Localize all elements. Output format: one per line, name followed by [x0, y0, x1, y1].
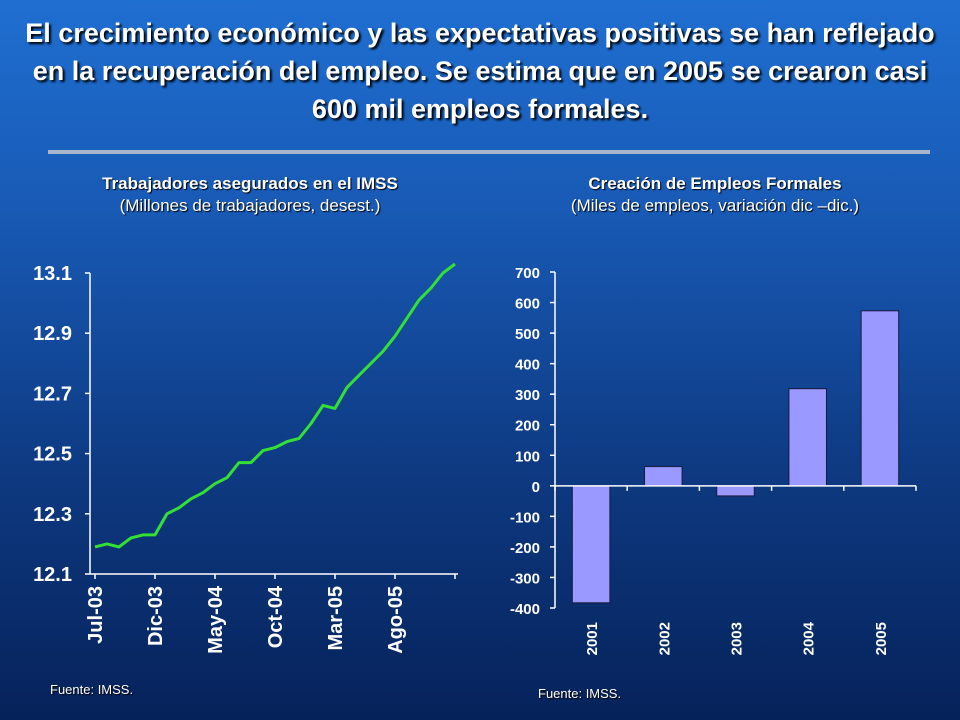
left-chart-heading: Trabajadores asegurados en el IMSS (Mill…: [30, 173, 470, 217]
bar-2001: [571, 485, 611, 604]
y-tick-label: 12.7: [33, 383, 72, 405]
x-tick-label: 2005: [873, 622, 890, 655]
left-chart-source: Fuente: IMSS.: [50, 682, 134, 697]
x-tick-label: Mar-05: [325, 586, 347, 650]
y-tick-label: 12.3: [33, 504, 72, 526]
x-tick-label: 2003: [729, 622, 746, 655]
y-tick-label: 600: [515, 296, 540, 313]
right-chart-subtitle: (Miles de empleos, variación dic –dic.): [570, 196, 860, 215]
x-tick-label: Dic-03: [145, 586, 167, 646]
right-chart-source: Fuente: IMSS.: [538, 686, 622, 701]
right-chart-title: Creación de Empleos Formales: [588, 174, 842, 193]
y-tick-label: -300: [510, 570, 540, 587]
x-tick-label: Jul-03: [85, 586, 107, 644]
right-chart-heading: Creación de Empleos Formales (Miles de e…: [495, 173, 935, 217]
left-chart-subtitle: (Millones de trabajadores, desest.): [119, 196, 381, 215]
y-tick-label: 12.5: [33, 444, 72, 466]
y-tick-label: -200: [510, 540, 540, 557]
x-tick-label: May-04: [205, 585, 227, 654]
bar-2005: [860, 310, 900, 487]
x-tick-label: 2004: [801, 621, 818, 655]
y-tick-label: 500: [515, 326, 540, 343]
employment-series-line: [94, 262, 456, 549]
x-tick-label: 2001: [584, 622, 601, 655]
x-tick-label: Oct-04: [265, 585, 287, 648]
bar-2002: [644, 466, 683, 487]
left-chart-title: Trabajadores asegurados en el IMSS: [102, 174, 398, 193]
y-tick-label: 12.1: [33, 564, 72, 586]
bar-2004: [788, 388, 827, 487]
title-divider: [48, 150, 930, 154]
y-tick-label: 100: [515, 448, 540, 465]
y-tick-label: 0: [532, 479, 540, 496]
slide-title: El crecimiento económico y las expectati…: [25, 18, 935, 124]
y-tick-label: 12.9: [33, 323, 72, 345]
y-tick-label: -100: [510, 509, 540, 526]
y-tick-label: 13.1: [33, 263, 72, 285]
x-tick-label: Ago-05: [385, 586, 407, 654]
y-tick-label: 200: [515, 418, 540, 435]
y-tick-label: -400: [510, 601, 540, 618]
y-tick-label: 700: [515, 265, 540, 282]
bar-2003: [716, 485, 755, 497]
y-tick-label: 300: [515, 387, 540, 404]
x-tick-label: 2002: [656, 622, 673, 655]
y-tick-label: 400: [515, 357, 540, 374]
